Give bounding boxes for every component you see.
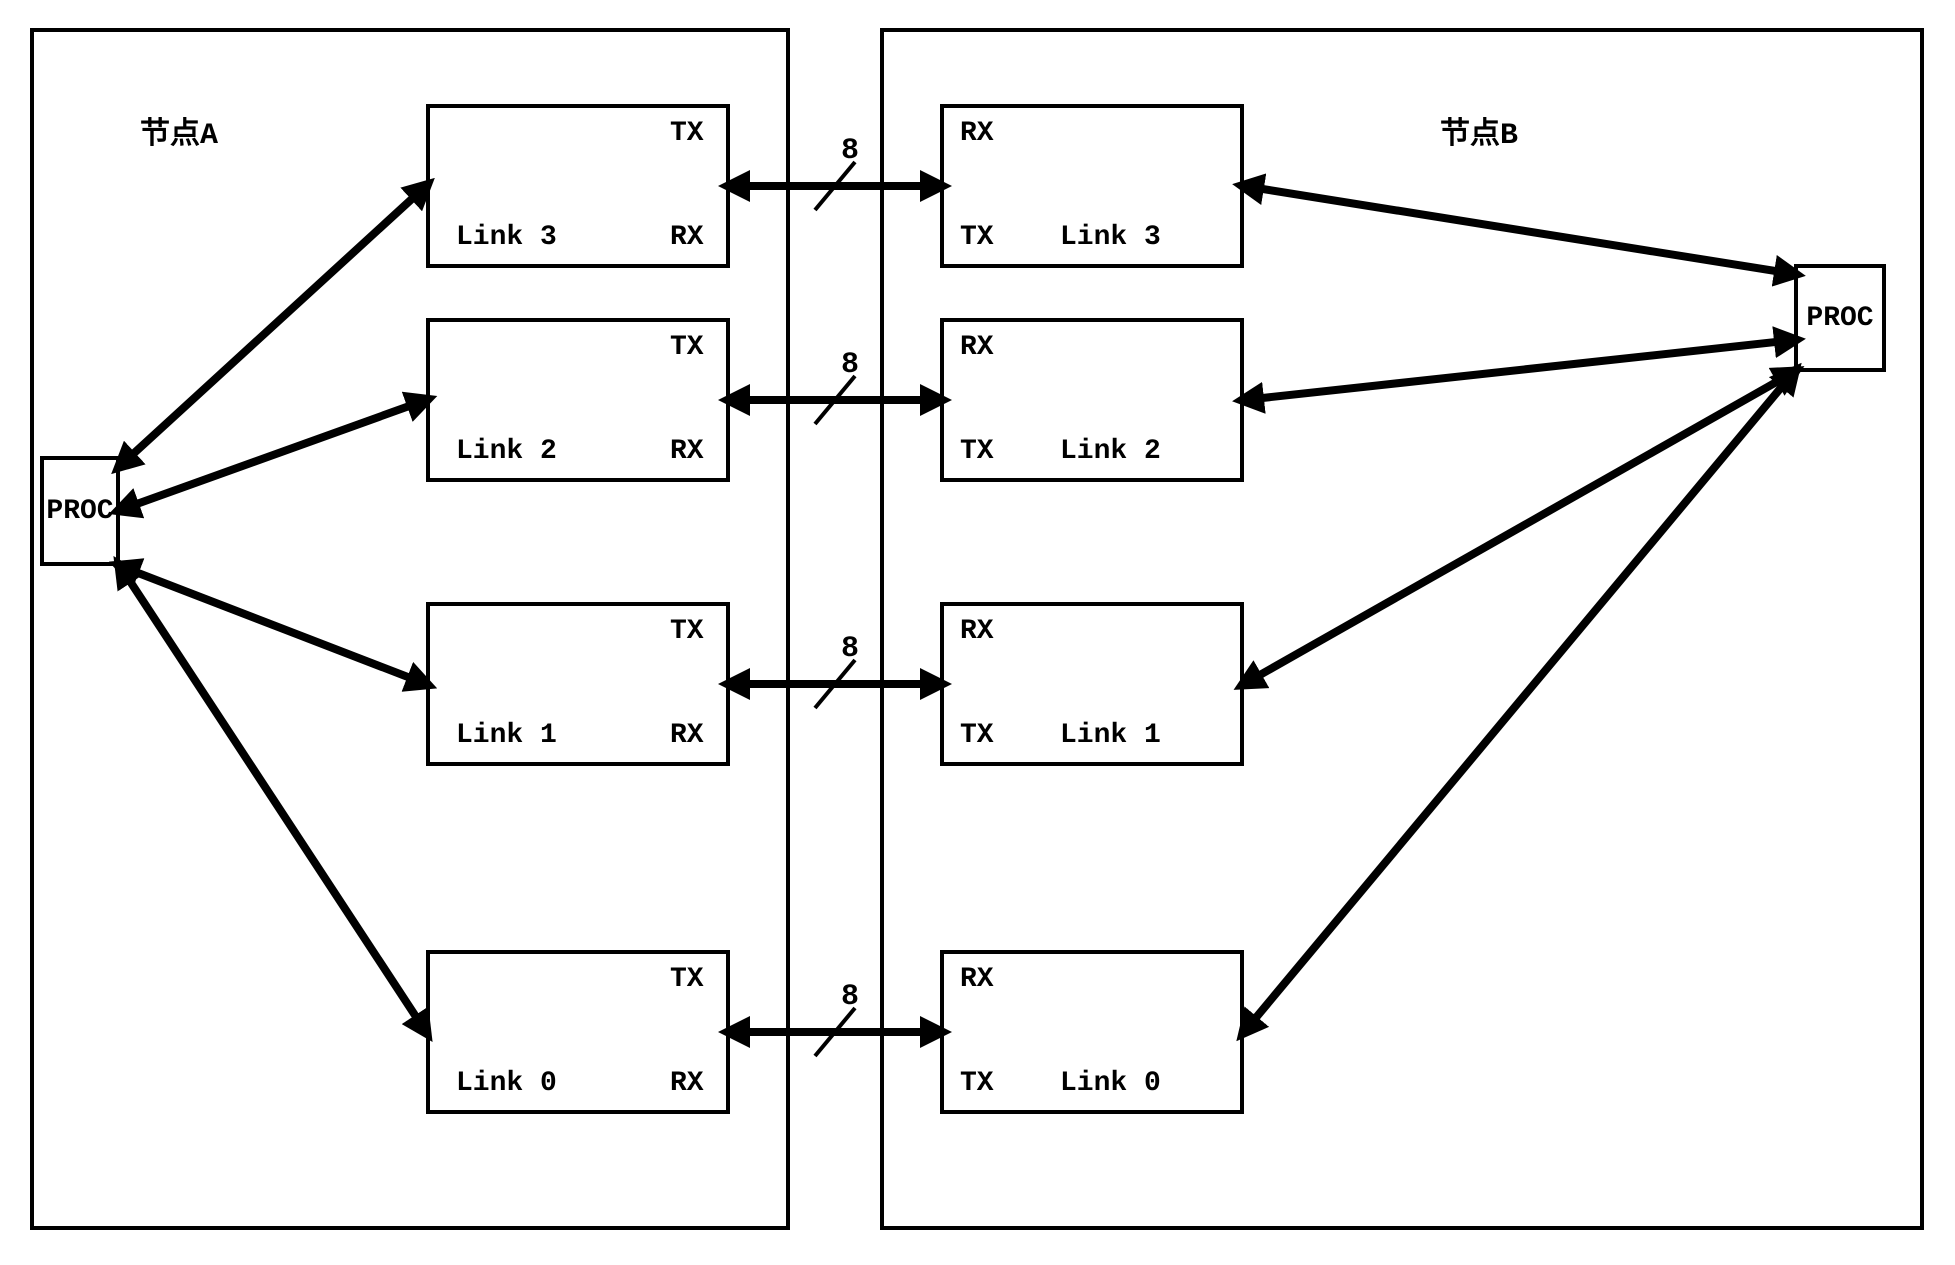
proc-b-label: PROC <box>1806 303 1873 334</box>
link-label: Link 2 <box>1060 436 1161 467</box>
tx-label: TX <box>960 436 994 467</box>
tx-label: TX <box>960 1068 994 1099</box>
tx-label: TX <box>670 118 704 149</box>
proc-b-box: PROC <box>1794 264 1886 372</box>
rx-label: RX <box>960 332 994 363</box>
rx-label: RX <box>960 964 994 995</box>
node-b-title: 节点B <box>1440 108 1518 153</box>
rx-label: RX <box>670 436 704 467</box>
proc-a-box: PROC <box>40 456 120 566</box>
rx-label: RX <box>960 616 994 647</box>
rx-label: RX <box>670 720 704 751</box>
node-a-title: 节点A <box>140 108 218 153</box>
link-label: Link 0 <box>1060 1068 1161 1099</box>
link-label: Link 3 <box>1060 222 1161 253</box>
svg-text:8: 8 <box>841 348 859 382</box>
link-label: Link 3 <box>456 222 557 253</box>
link-label: Link 0 <box>456 1068 557 1099</box>
rx-label: RX <box>670 222 704 253</box>
link-label: Link 1 <box>1060 720 1161 751</box>
tx-label: TX <box>960 720 994 751</box>
tx-label: TX <box>670 332 704 363</box>
rx-label: RX <box>670 1068 704 1099</box>
tx-label: TX <box>670 964 704 995</box>
tx-label: TX <box>670 616 704 647</box>
svg-text:8: 8 <box>841 632 859 666</box>
link-label: Link 1 <box>456 720 557 751</box>
rx-label: RX <box>960 118 994 149</box>
svg-text:8: 8 <box>841 134 859 168</box>
svg-text:8: 8 <box>841 980 859 1014</box>
link-label: Link 2 <box>456 436 557 467</box>
tx-label: TX <box>960 222 994 253</box>
diagram-container: 节点A PROC Link 3 TX RX Link 2 TX RX Link 1 TX RX L… <box>0 0 1955 1265</box>
proc-a-label: PROC <box>46 496 113 527</box>
